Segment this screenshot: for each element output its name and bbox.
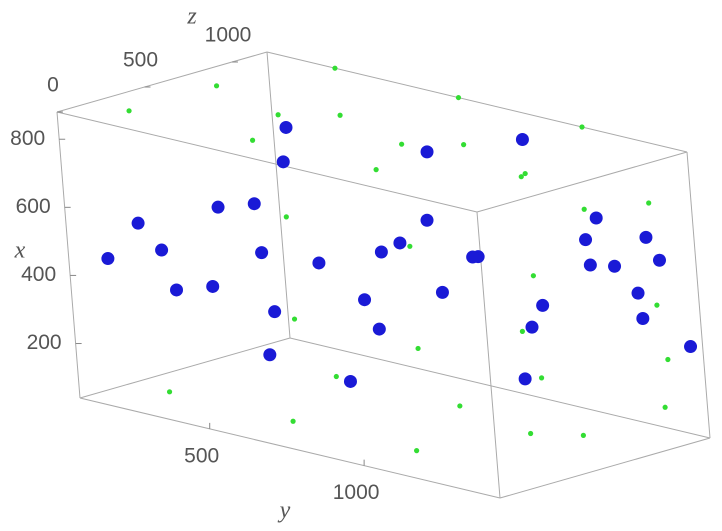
point: [279, 120, 293, 134]
point: [170, 283, 184, 297]
point: [665, 356, 671, 363]
point: [455, 94, 462, 101]
point: [435, 285, 449, 299]
point: [525, 320, 539, 334]
point: [333, 373, 339, 380]
point: [415, 345, 421, 352]
box-edge: [266, 51, 688, 153]
point: [206, 279, 220, 293]
point: [291, 316, 298, 322]
point: [589, 211, 603, 225]
point: [646, 200, 652, 206]
point: [515, 133, 529, 147]
point: [583, 258, 597, 272]
point: [461, 142, 467, 148]
point: [312, 256, 326, 270]
z-axis-label: z: [186, 4, 197, 30]
point: [631, 286, 645, 300]
point: [268, 305, 282, 319]
point: [101, 252, 115, 266]
point: [155, 243, 169, 257]
point: [528, 430, 534, 437]
point: [652, 253, 666, 267]
box-edge: [79, 397, 501, 499]
point: [519, 328, 526, 334]
point: [407, 243, 413, 249]
point: [358, 293, 372, 307]
point: [579, 124, 585, 130]
point: [131, 216, 145, 230]
point: [420, 213, 434, 227]
point: [255, 246, 269, 260]
point: [373, 167, 379, 173]
point: [518, 174, 524, 180]
y-tick-label: 1000: [333, 481, 380, 504]
x-tick-label: 200: [27, 331, 62, 354]
point: [639, 230, 653, 244]
x-tick-label: 400: [21, 263, 56, 286]
box-edge: [266, 51, 291, 339]
point: [662, 404, 668, 410]
box-edge: [476, 151, 688, 213]
x-axis-label: x: [14, 238, 26, 264]
point: [166, 389, 173, 395]
point: [249, 137, 256, 143]
point: [684, 340, 698, 354]
box-edge: [289, 337, 711, 439]
point: [263, 348, 277, 362]
y-axis-label: y: [278, 498, 291, 524]
point: [518, 372, 532, 386]
z-tick-label: 1000: [205, 24, 252, 47]
x-tick-label: 600: [16, 195, 51, 218]
point: [337, 112, 343, 118]
point: [211, 200, 225, 214]
box-edge: [56, 111, 81, 399]
point: [126, 108, 132, 114]
point: [374, 245, 388, 259]
point: [579, 233, 593, 247]
point: [530, 273, 536, 279]
box-edge: [56, 51, 268, 113]
point: [654, 302, 660, 308]
point: [290, 418, 296, 424]
point: [275, 112, 281, 118]
point: [536, 298, 550, 312]
box-edge: [79, 337, 291, 399]
point: [213, 83, 220, 89]
point: [457, 403, 463, 409]
point: [343, 374, 357, 388]
point: [581, 206, 587, 212]
point: [420, 145, 434, 159]
x-tick-label: 800: [10, 127, 45, 150]
point: [276, 155, 290, 169]
point: [332, 65, 338, 71]
point: [393, 236, 407, 250]
box-edge: [686, 151, 711, 439]
point: [636, 311, 650, 325]
point: [522, 170, 528, 177]
z-tick-label: 0: [47, 74, 59, 97]
z-tick-label: 500: [123, 49, 158, 72]
point: [538, 375, 545, 381]
point: [466, 250, 480, 264]
point: [608, 259, 622, 273]
point: [372, 322, 386, 336]
point: [283, 214, 289, 220]
point: [580, 432, 586, 438]
y-tick-label: 500: [184, 444, 219, 467]
point: [399, 141, 405, 147]
box-edge: [499, 437, 711, 499]
point: [247, 197, 261, 211]
point: [414, 448, 420, 454]
box-edge: [56, 111, 478, 213]
